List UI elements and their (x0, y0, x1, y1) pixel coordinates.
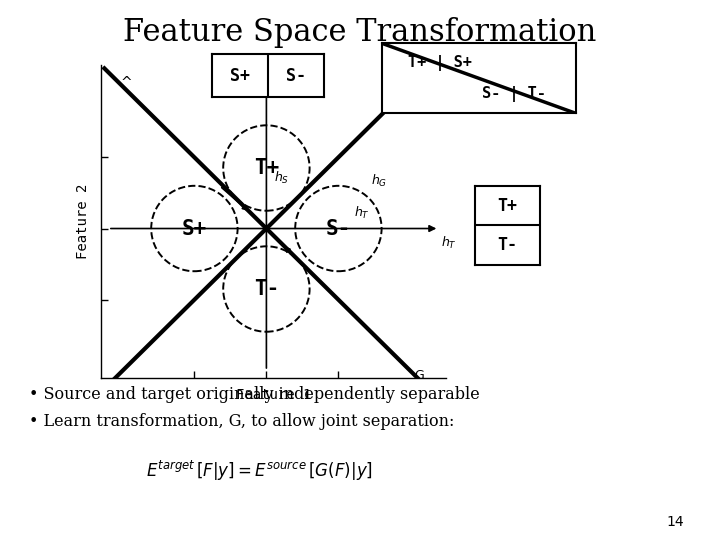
Text: 14: 14 (667, 515, 684, 529)
Text: $h_G$: $h_G$ (371, 173, 387, 190)
Text: S-: S- (286, 66, 306, 85)
Text: S+: S+ (230, 66, 251, 85)
Y-axis label: Feature 2: Feature 2 (76, 184, 91, 259)
Text: Feature Space Transformation: Feature Space Transformation (123, 17, 597, 48)
Text: T+: T+ (253, 158, 279, 178)
Text: G: G (414, 369, 424, 382)
Text: $h_T$: $h_T$ (441, 235, 457, 251)
Text: T-: T- (253, 279, 279, 299)
Text: $E^{target}\,[F|y] = E^{source}\,[G(F)|y]$: $E^{target}\,[F|y] = E^{source}\,[G(F)|y… (145, 459, 373, 483)
Text: T+ | S+: T+ | S+ (408, 55, 472, 71)
X-axis label: Feature 1: Feature 1 (236, 388, 311, 402)
Text: $h_T$: $h_T$ (354, 205, 370, 221)
Text: • Source and target originally independently separable: • Source and target originally independe… (29, 386, 480, 403)
Text: S+: S+ (181, 219, 207, 239)
Text: T+: T+ (498, 197, 518, 215)
Text: S- | T-: S- | T- (482, 86, 546, 102)
Text: T-: T- (498, 236, 518, 254)
Text: ^: ^ (120, 76, 132, 90)
Text: • Learn transformation, G, to allow joint separation:: • Learn transformation, G, to allow join… (29, 413, 454, 430)
Text: S-: S- (325, 219, 351, 239)
Text: $h_S$: $h_S$ (274, 170, 289, 186)
